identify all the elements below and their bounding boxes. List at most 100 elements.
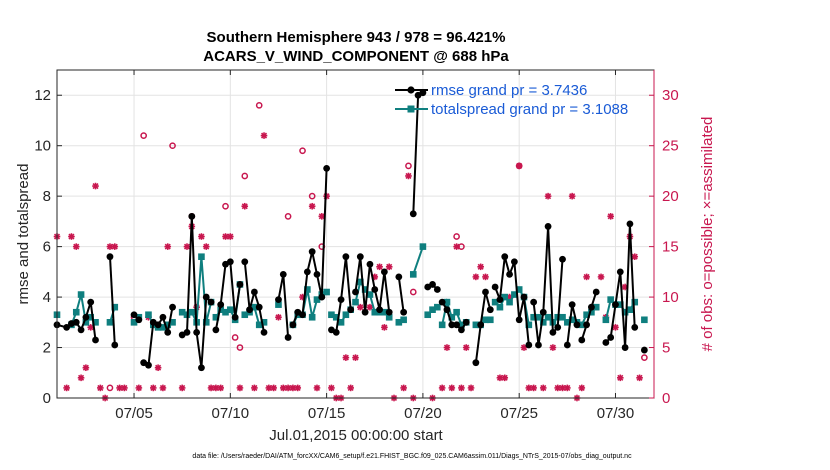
totalspread-point <box>313 296 321 303</box>
y-tick-label: 12 <box>34 87 51 104</box>
obs-possible-marker <box>222 202 229 210</box>
y-axis-label: rmse and totalspread <box>15 164 32 305</box>
totalspread-point <box>212 313 220 321</box>
rmse-point <box>607 334 615 341</box>
rmse-point <box>515 316 523 324</box>
obs-assimilated-stroke <box>357 304 364 311</box>
rmse-point <box>332 329 340 336</box>
obs-assimilated-stroke <box>525 384 532 391</box>
rmse-point <box>366 260 374 268</box>
rmse-point <box>371 286 379 293</box>
obs-assimilated-stroke <box>607 213 614 220</box>
obs-assimilated-stroke <box>342 354 349 361</box>
obs-assimilated-marker <box>583 273 590 281</box>
totalspread-point <box>429 306 436 313</box>
obs-assimilated-stroke <box>578 384 585 391</box>
obs-possible-marker <box>106 384 114 392</box>
rmse-point <box>544 223 552 230</box>
obs-assimilated-marker <box>294 384 302 392</box>
obs-assimilated-stroke <box>73 243 80 250</box>
obs-assimilated-marker <box>631 253 639 261</box>
rmse-line-segment <box>181 216 212 368</box>
rmse-point <box>458 326 465 334</box>
obs-assimilated-stroke <box>482 273 489 280</box>
rmse-point <box>491 283 499 291</box>
totalspread-point <box>164 321 172 329</box>
rmse-point <box>477 321 485 329</box>
obs-assimilated-marker <box>77 374 85 382</box>
totalspread-point <box>496 303 504 311</box>
obs-possible-marker <box>169 142 176 150</box>
totalspread-point <box>631 298 639 306</box>
obs-assimilated-marker <box>366 303 374 311</box>
obs-assimilated-stroke <box>439 384 446 391</box>
totalspread-point <box>626 306 634 313</box>
obs-assimilated-stroke <box>78 374 85 381</box>
obs-assimilated-marker <box>544 192 552 200</box>
x-tick-label: 07/25 <box>500 405 538 422</box>
x-tick-label: 07/05 <box>115 405 153 422</box>
totalspread-point <box>409 271 417 278</box>
rmse-point <box>279 270 287 278</box>
totalspread-point <box>424 311 432 319</box>
rmse-point <box>380 268 388 276</box>
obs-assimilated-stroke <box>135 384 142 391</box>
rmse-point <box>202 293 210 301</box>
totalspread-point <box>241 311 249 319</box>
obs-assimilated-stroke <box>545 193 552 200</box>
obs-assimilated-marker <box>597 273 605 281</box>
obs-assimilated-stroke <box>405 172 412 180</box>
rmse-line-segment <box>494 256 530 346</box>
totalspread-point <box>443 298 451 306</box>
obs-assimilated-stroke <box>583 273 590 280</box>
obs-assimilated-stroke <box>347 384 354 391</box>
chart-title: Southern Hemisphere 943 / 978 = 96.421% <box>207 29 506 46</box>
obs-assimilated-marker <box>260 132 268 139</box>
rmse-point <box>212 326 220 334</box>
obs-possible-marker <box>140 132 148 139</box>
y-tick-label: 4 <box>43 289 51 306</box>
obs-assimilated-stroke <box>92 183 99 190</box>
rmse-point <box>486 306 494 314</box>
rmse-point <box>482 288 489 296</box>
y2-tick-label: 20 <box>662 188 679 205</box>
totalspread-point <box>106 319 114 326</box>
rmse-point <box>130 311 138 319</box>
obs-assimilated-stroke <box>217 384 224 391</box>
totalspread-point <box>366 291 374 298</box>
rmse-point <box>217 301 225 309</box>
totalspread-point <box>385 313 393 321</box>
totalspread-point <box>352 298 359 306</box>
totalspread-point <box>578 321 586 329</box>
rmse-point <box>318 293 326 301</box>
obs-assimilated-marker <box>111 243 119 250</box>
obs-assimilated-marker <box>121 384 128 392</box>
totalspread-point <box>308 313 316 321</box>
obs-assimilated-marker <box>530 384 537 392</box>
y-tick-label: 2 <box>43 340 51 357</box>
obs-assimilated-marker <box>482 273 489 281</box>
rmse-point <box>376 306 383 314</box>
totalspread-point <box>511 291 518 298</box>
rmse-point <box>313 270 321 278</box>
rmse-point <box>246 306 253 314</box>
obs-assimilated-stroke <box>309 203 316 210</box>
obs-assimilated-stroke <box>87 324 94 331</box>
obs-assimilated-stroke <box>530 384 537 391</box>
obs-assimilated-stroke <box>270 384 277 391</box>
rmse-point <box>588 303 595 311</box>
obs-assimilated-stroke <box>318 213 325 220</box>
rmse-point <box>612 301 619 309</box>
rmse-point <box>135 316 143 324</box>
obs-assimilated-stroke <box>289 384 296 391</box>
totalspread-point <box>434 303 441 311</box>
obs-assimilated-stroke <box>106 243 114 250</box>
rmse-point <box>154 321 162 329</box>
obs-assimilated-stroke <box>463 344 470 351</box>
totalspread-point <box>361 286 369 293</box>
obs-assimilated-marker <box>164 243 172 250</box>
legend-rmse-label: rmse grand pr = 3.7436 <box>431 82 587 99</box>
totalspread-point <box>525 321 533 329</box>
rmse-point <box>337 296 345 303</box>
rmse-point <box>631 323 639 331</box>
